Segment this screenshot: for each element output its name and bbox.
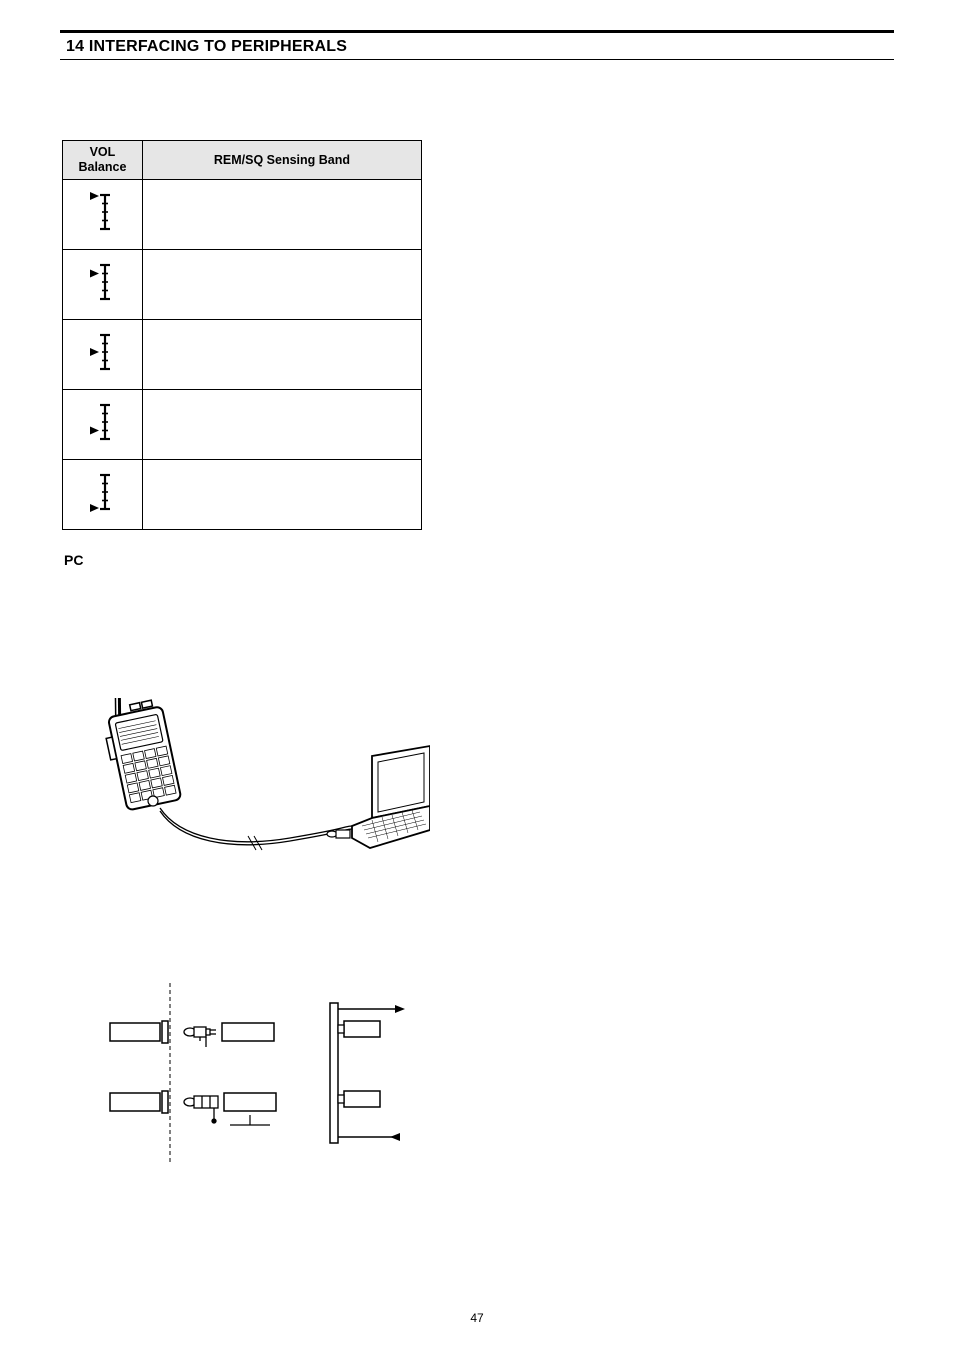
slider-icon (87, 401, 117, 443)
table-row (63, 250, 422, 320)
top-rule (60, 30, 894, 33)
radio-laptop-svg (70, 698, 430, 858)
band-cell (142, 390, 421, 460)
table-row (63, 460, 422, 530)
vol-balance-table: VOL Balance REM/SQ Sensing Band (62, 140, 422, 530)
left-column: VOL Balance REM/SQ Sensing Band (60, 140, 460, 1168)
th-vol-balance: VOL Balance (63, 141, 143, 180)
wiring-svg (100, 983, 420, 1163)
slider-icon (87, 471, 117, 513)
section-title: 14 INTERFACING TO PERIPHERALS (60, 35, 894, 60)
th-sensing-band: REM/SQ Sensing Band (142, 141, 421, 180)
slider-icon (87, 331, 117, 373)
pc-connection-illustration (70, 698, 460, 863)
table-row (63, 180, 422, 250)
band-cell (142, 320, 421, 390)
pc-subheading: PC (64, 552, 460, 568)
band-cell (142, 460, 421, 530)
table-row (63, 320, 422, 390)
slider-icon (87, 261, 117, 303)
vol-icon-cell (63, 390, 143, 460)
band-cell (142, 180, 421, 250)
table-row (63, 390, 422, 460)
th-vol-text: VOL Balance (78, 145, 126, 174)
vol-icon-cell (63, 180, 143, 250)
page: 14 INTERFACING TO PERIPHERALS VOL Balanc… (0, 0, 954, 1198)
page-number: 47 (470, 1311, 483, 1325)
vol-icon-cell (63, 460, 143, 530)
slider-icon (87, 191, 117, 233)
vol-icon-cell (63, 250, 143, 320)
wiring-diagram (100, 983, 460, 1168)
band-cell (142, 250, 421, 320)
vol-icon-cell (63, 320, 143, 390)
